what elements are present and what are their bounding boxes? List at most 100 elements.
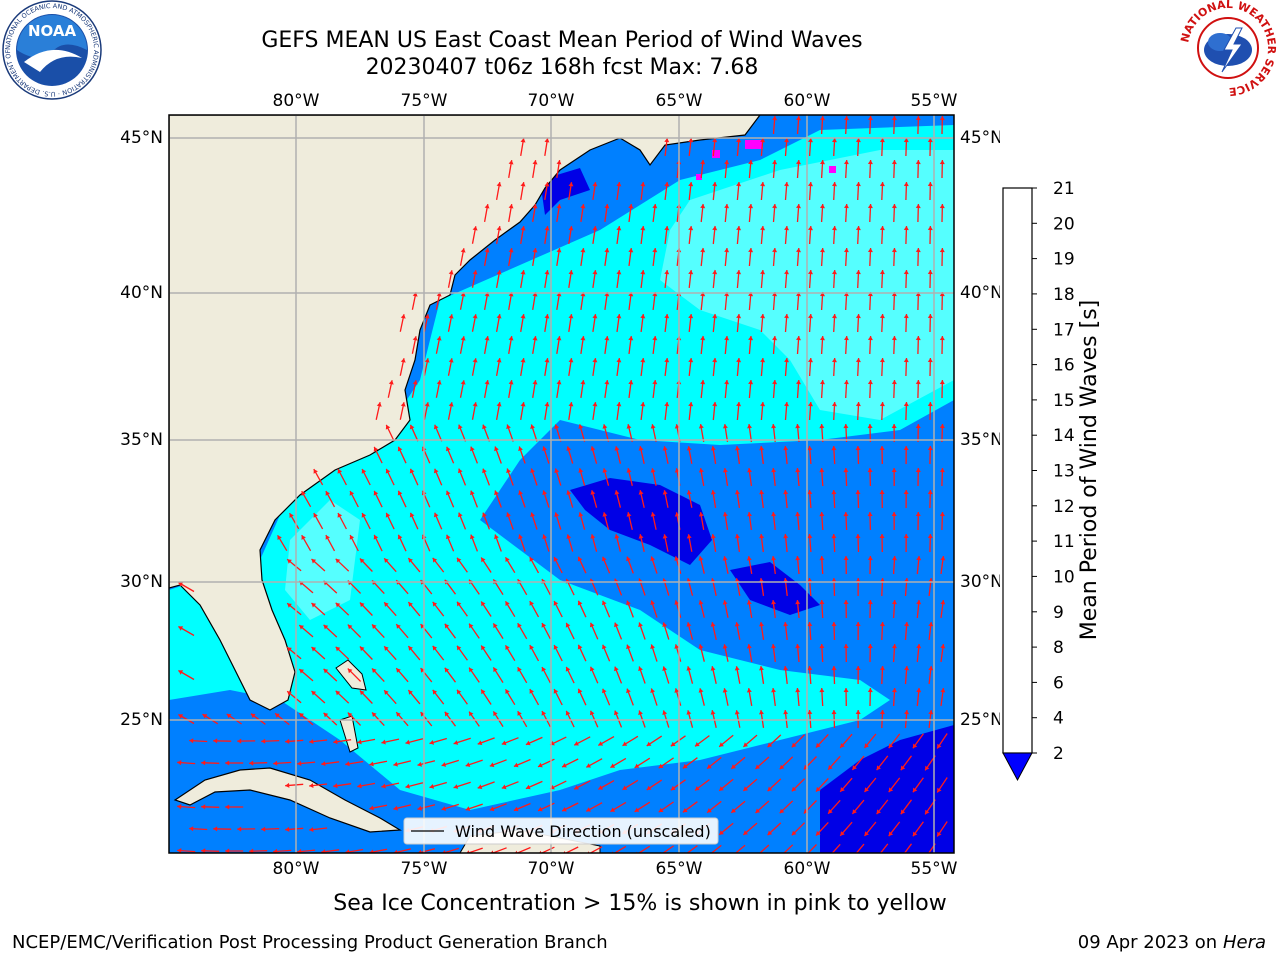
wind-arrow-head xyxy=(472,270,478,275)
wind-arrow-head xyxy=(747,512,752,517)
wind-arrow-head xyxy=(712,270,718,275)
wind-arrow-head xyxy=(939,248,945,253)
wind-arrow-head xyxy=(604,292,610,297)
wind-arrow-head xyxy=(879,226,885,231)
wind-arrow-head xyxy=(795,688,801,693)
wind-arrow-head xyxy=(747,424,752,429)
wind-arrow-head xyxy=(903,314,909,319)
wind-arrow-head xyxy=(734,622,740,627)
wind-arrow-head xyxy=(590,534,596,539)
wind-arrow-head xyxy=(400,402,406,407)
wind-arrow-head xyxy=(903,270,909,275)
wind-arrow-head xyxy=(285,782,290,788)
wind-arrow-head xyxy=(494,534,499,540)
wind-arrow-head xyxy=(783,534,789,539)
colorbar-tick-label: 10 xyxy=(1053,567,1075,587)
wind-arrow-head xyxy=(577,644,583,650)
wind-arrow-head xyxy=(325,535,330,540)
wind-arrow-head xyxy=(544,358,550,363)
wind-arrow-head xyxy=(213,826,218,832)
wind-arrow-head xyxy=(460,292,466,297)
wind-arrow-head xyxy=(791,786,797,792)
wind-arrow-head xyxy=(688,402,694,407)
wind-arrow-head xyxy=(359,690,365,696)
wind-arrow-head xyxy=(517,623,522,628)
wind-arrow-head xyxy=(297,761,302,766)
wind-arrow-head xyxy=(592,182,598,187)
colorbar-label: Mean Period of Wind Waves [s] xyxy=(1077,300,1102,640)
wind-arrow-head xyxy=(876,765,881,771)
wind-arrow-head xyxy=(891,468,897,472)
wind-arrow-head xyxy=(852,853,857,858)
wind-arrow-head xyxy=(783,622,789,627)
wind-arrow-head xyxy=(544,138,550,143)
wind-arrow-head xyxy=(937,743,942,749)
wind-arrow-head xyxy=(710,710,716,715)
wind-arrow-head xyxy=(807,578,813,583)
wind-arrow-head xyxy=(532,204,538,209)
wind-arrow-head xyxy=(903,534,909,538)
lat-label-left: 35°N xyxy=(120,430,163,450)
wind-arrow-head xyxy=(722,556,728,561)
wind-arrow-head xyxy=(626,556,631,562)
wind-arrow-head xyxy=(335,690,341,696)
wind-arrow-head xyxy=(698,644,704,649)
wind-arrow-head xyxy=(359,602,365,608)
wind-arrow-head xyxy=(477,784,483,790)
colorbar-tick-label: 13 xyxy=(1053,462,1075,482)
wind-arrow-head xyxy=(285,826,290,832)
wind-arrow-head xyxy=(337,469,343,474)
wind-arrow-head xyxy=(867,688,873,693)
wind-arrow-head xyxy=(436,292,442,297)
wind-arrow-head xyxy=(513,762,519,768)
wind-arrow-head xyxy=(568,270,574,275)
wind-arrow-head xyxy=(867,160,873,165)
wind-arrow-head xyxy=(616,182,622,187)
wind-arrow-head xyxy=(760,358,766,363)
wind-arrow-head xyxy=(566,534,572,539)
lat-label-left: 45°N xyxy=(120,128,163,148)
wind-arrow-head xyxy=(658,763,664,769)
wind-arrow-head xyxy=(831,490,837,495)
noaa-logo-text: NOAA xyxy=(28,22,77,40)
wind-arrow-head xyxy=(626,644,631,650)
wind-arrow-head xyxy=(562,763,567,768)
wind-arrow-head xyxy=(652,336,658,341)
wind-arrow-head xyxy=(544,314,550,319)
wind-arrow-head xyxy=(743,742,748,747)
wind-arrow-head xyxy=(915,468,921,472)
wind-arrow-head xyxy=(177,848,182,853)
wind-arrow-head xyxy=(748,204,754,209)
wind-arrow-head xyxy=(602,512,608,517)
wind-arrow-head xyxy=(912,743,918,749)
wind-arrow-head xyxy=(506,512,511,518)
wind-arrow-head xyxy=(614,490,620,495)
wind-arrow-head xyxy=(719,830,724,835)
wind-arrow-head xyxy=(493,667,498,673)
wind-arrow-head xyxy=(879,358,885,363)
wind-arrow-head xyxy=(700,336,706,341)
wind-arrow-head xyxy=(484,204,490,209)
wind-arrow-head xyxy=(925,809,930,815)
wind-arrow-head xyxy=(844,248,849,253)
land-bahamas xyxy=(335,659,367,753)
lon-label-bottom: 65°W xyxy=(656,859,703,879)
wind-arrow-head xyxy=(532,380,538,385)
wind-arrow-head xyxy=(816,830,821,836)
wind-arrow-head xyxy=(493,623,498,629)
wind-arrow-head xyxy=(275,713,280,718)
wind-arrow-head xyxy=(843,644,849,648)
wind-arrow-head xyxy=(767,742,773,748)
wind-arrow-head xyxy=(940,556,946,561)
wind-arrow-head xyxy=(335,558,341,564)
wind-arrow-head xyxy=(544,182,550,187)
wind-arrow-head xyxy=(189,826,194,832)
wind-arrow-head xyxy=(372,624,377,629)
wind-arrow-head xyxy=(628,204,634,209)
wind-arrow-head xyxy=(469,667,474,673)
wind-arrow-head xyxy=(867,556,873,561)
wind-arrow-head xyxy=(734,710,740,715)
wind-arrow-head xyxy=(460,248,466,253)
wind-arrow-head xyxy=(759,446,765,451)
wind-arrow-head xyxy=(638,710,643,716)
